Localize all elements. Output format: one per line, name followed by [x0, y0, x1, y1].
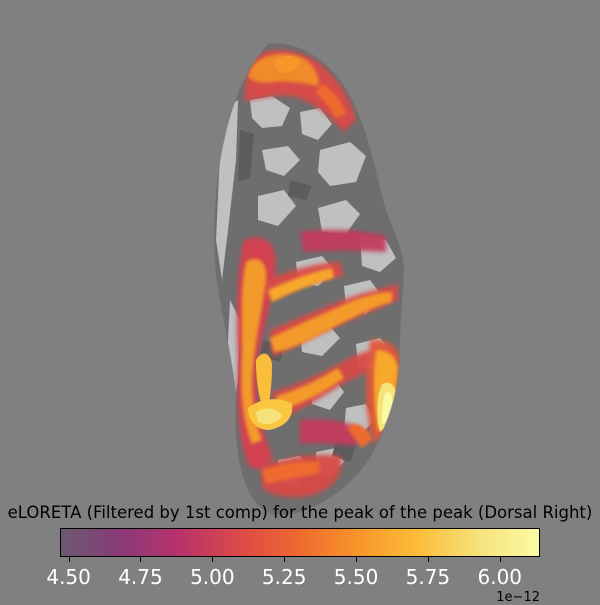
- colorbar-tick-label: 5.75: [405, 565, 451, 589]
- colorbar-tick-label: 5.25: [261, 565, 307, 589]
- activation-high: [248, 55, 396, 432]
- colorbar-tick-label: 6.00: [477, 565, 523, 589]
- cortex-layer: [214, 43, 404, 516]
- colorbar-tick-label: 5.50: [333, 565, 379, 589]
- colorbar-tick-mark: [356, 557, 358, 562]
- colorbar-title: eLORETA (Filtered by 1st comp) for the p…: [7, 503, 593, 522]
- colorbar-exponent: 1e−12: [496, 590, 540, 605]
- colorbar-tick-label: 5.00: [190, 565, 235, 589]
- colorbar-tick-mark: [499, 557, 501, 562]
- colorbar-tick-mark: [427, 557, 429, 562]
- colorbar-tick-mark: [140, 557, 142, 562]
- activation-mid: [241, 53, 398, 484]
- colorbar-tick-label: 4.50: [46, 565, 91, 589]
- colorbar-tick-label: 4.75: [118, 565, 163, 589]
- colorbar: [60, 528, 540, 557]
- colorbar-tick-mark: [212, 557, 214, 562]
- colorbar-tick-mark: [68, 557, 70, 562]
- colorbar-tick-mark: [284, 557, 286, 562]
